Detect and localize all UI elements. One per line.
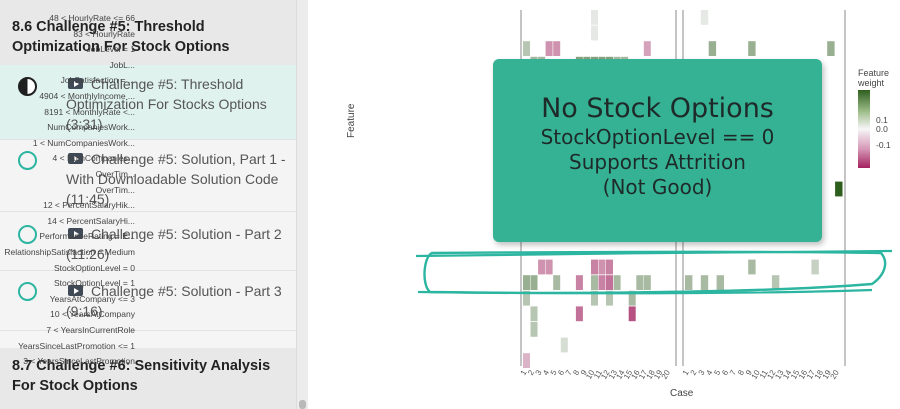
feature-label: 14 < PercentSalaryHi... xyxy=(47,215,135,226)
legend-tick: 0.0 xyxy=(876,124,888,134)
section-title: 8.7 Challenge #6: Sensitivity Analysis F… xyxy=(12,358,271,394)
feature-label: JobSatisfaction = ... xyxy=(60,75,135,86)
scrollbar-thumb[interactable] xyxy=(299,400,306,409)
x-axis-title: Case xyxy=(670,388,694,399)
lecture-item-solution-part-2[interactable]: Challenge #5: Solution - Part 2 (11:26) xyxy=(0,212,296,271)
annotation-line: (Not Good) xyxy=(602,175,713,199)
feature-label: YearsSinceLastPromotion <= 1 xyxy=(18,340,135,351)
legend-colorbar xyxy=(858,90,870,168)
feature-label: 48 < HourlyRate <= 66 xyxy=(49,13,135,23)
section-divider xyxy=(0,331,296,349)
lecture-duration: (11:26) xyxy=(66,246,110,262)
lecture-duration: (9:16) xyxy=(66,303,103,319)
lecture-duration: (11:45) xyxy=(66,191,110,207)
video-icon xyxy=(68,228,83,239)
lecture-title: Challenge #5: Threshold Optimization For… xyxy=(66,76,267,112)
lecture-text: Challenge #5: Threshold Optimization For… xyxy=(66,74,288,134)
feature-label: 83 < HourlyRate xyxy=(73,28,135,39)
lecture-item-threshold-optimization[interactable]: Challenge #5: Threshold Optimization For… xyxy=(0,65,296,140)
lecture-duration: (3:31) xyxy=(66,116,103,132)
section-header: 8.6 Challenge #5: Threshold Optimization… xyxy=(0,0,296,65)
lecture-text: Challenge #5: Solution - Part 3 (9:16) xyxy=(66,281,288,321)
feature-label: RelationshipSatisfaction = Medium xyxy=(4,247,135,257)
feature-label: StockOptionLevel = 1 xyxy=(53,278,135,289)
feature-label: 8191 < MonthlyRate <... xyxy=(44,106,135,117)
feature-labels: 48 < HourlyRate <= 66 83 < HourlyRate JobL… xyxy=(4,0,518,409)
lecture-text: Challenge #5: Solution, Part 1 - With Do… xyxy=(66,149,288,209)
sidebar-scrollbar[interactable] xyxy=(296,0,308,409)
feature-label: StockOptionLevel = 0 xyxy=(53,262,135,273)
y-axis-title: Feature xyxy=(346,103,357,138)
feature-label: YearsAtCompany <= 3 xyxy=(49,293,135,304)
course-sidebar: 8.6 Challenge #5: Threshold Optimization… xyxy=(0,0,296,409)
feature-label: 7 < YearsInCurrentRole xyxy=(46,325,135,335)
not-started-icon xyxy=(18,151,37,170)
feature-label: OverTim... xyxy=(95,184,135,195)
annotation-line: StockOptionLevel == 0 xyxy=(540,125,775,149)
video-icon xyxy=(68,285,83,296)
not-started-icon xyxy=(18,225,37,244)
legend-tick: -0.1 xyxy=(876,140,891,150)
annotation-box: No Stock Options StockOptionLevel == 0 S… xyxy=(493,59,822,242)
video-icon xyxy=(68,78,83,89)
lecture-item-solution-part-1[interactable]: Challenge #5: Solution, Part 1 - With Do… xyxy=(0,140,296,212)
feature-label: 12 < PercentSalaryHik... xyxy=(43,200,135,211)
feature-label: 4 < NumCompanies... xyxy=(52,153,135,164)
lecture-text: Challenge #5: Solution - Part 2 (11:26) xyxy=(66,224,288,264)
feature-label: NumCompaniesWork... xyxy=(47,122,135,133)
feature-label: PerformanceRating = E... xyxy=(39,231,135,242)
legend: Feature weight 0.1 0.0 -0.1 xyxy=(858,68,898,178)
video-icon xyxy=(68,153,83,164)
feature-label: 4904 < MonthlyIncome ... xyxy=(39,91,135,101)
lecture-title: Challenge #5: Solution - Part 3 xyxy=(91,283,282,299)
annotation-title: No Stock Options xyxy=(541,93,774,124)
feature-label: 3 < YearsSinceLastPromotion xyxy=(23,356,135,367)
in-progress-icon xyxy=(18,77,37,96)
legend-tick: 0.1 xyxy=(876,115,888,125)
annotation-line: Supports Attrition xyxy=(569,150,746,174)
lecture-title: Challenge #5: Solution, Part 1 - With Do… xyxy=(66,151,286,187)
legend-title: Feature weight xyxy=(858,68,890,88)
section-title: 8.6 Challenge #5: Threshold Optimization… xyxy=(12,19,230,55)
feature-label: OverTim... xyxy=(95,169,135,179)
lecture-title: Challenge #5: Solution - Part 2 xyxy=(91,226,282,242)
feature-label: JobL... xyxy=(109,59,135,70)
feature-label: 1 < NumCompaniesWork... xyxy=(32,137,135,148)
feature-label: JobLevel = 1 xyxy=(86,44,135,55)
not-started-icon xyxy=(18,282,37,301)
section-header: 8.7 Challenge #6: Sensitivity Analysis F… xyxy=(0,348,296,409)
lecture-item-solution-part-3[interactable]: Challenge #5: Solution - Part 3 (9:16) xyxy=(0,271,296,331)
feature-label: 10 < YearsAtCompany xyxy=(50,309,135,320)
